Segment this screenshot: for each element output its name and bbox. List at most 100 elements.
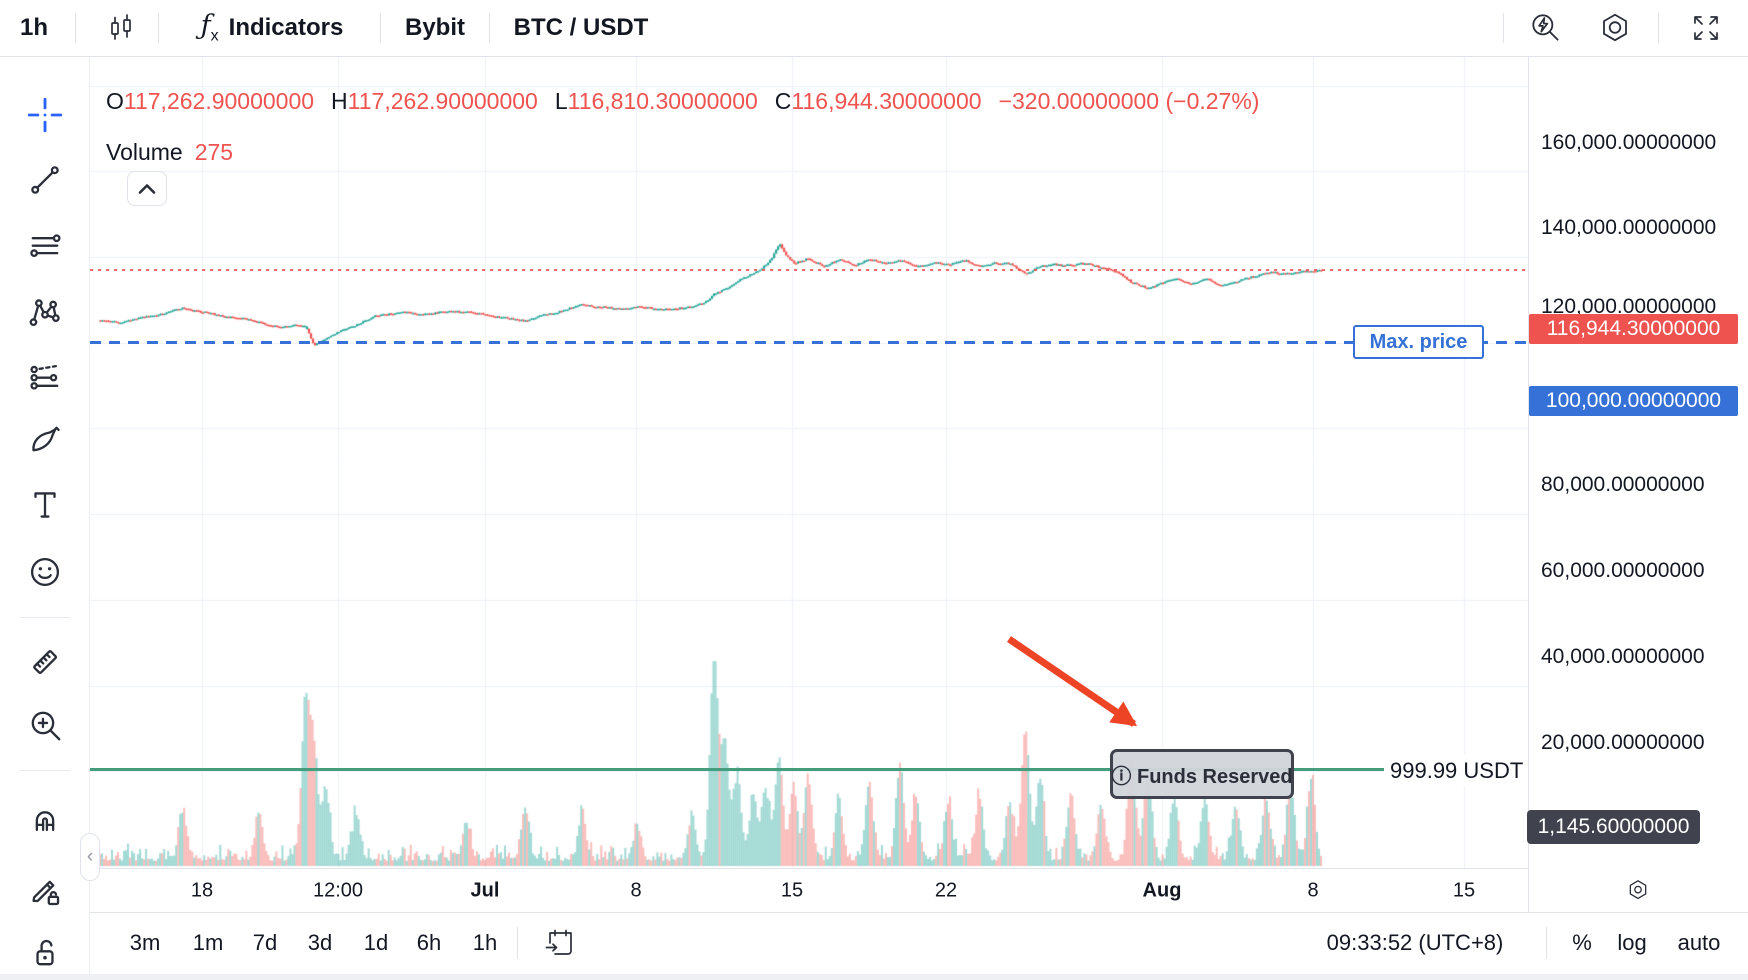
trend-line-tool-button[interactable]	[23, 158, 67, 202]
range-button-1d[interactable]: 1d	[363, 930, 389, 955]
toolbar-divider	[380, 13, 381, 43]
drawing-edit-lock-button[interactable]	[23, 868, 67, 912]
trend-line-icon	[30, 166, 59, 194]
funds-reserved-amount: 999.99 USDT	[1384, 755, 1530, 787]
time-axis[interactable]: 18 12:00 Jul 8 15 22 Aug 8 15	[90, 868, 1528, 912]
fullscreen-icon	[1689, 11, 1723, 45]
funds-reserved-line[interactable]	[90, 768, 1524, 771]
percent-scale-button[interactable]: %	[1572, 930, 1592, 955]
clock-button[interactable]: 09:33:52 (UTC+8)	[1326, 930, 1504, 955]
last-price-line	[90, 269, 1528, 271]
funds-reserved-tag: 1,145.60000000	[1527, 810, 1700, 844]
volume-label: Volume	[106, 139, 183, 165]
indicators-button[interactable]: ƒx Indicators	[191, 0, 354, 56]
symbol-button[interactable]: BTC / USDT	[504, 0, 659, 56]
time-tick: 15	[780, 879, 804, 901]
magnet-icon	[35, 811, 54, 832]
symbol-label: BTC / USDT	[513, 14, 649, 41]
max-price-tag: 100,000.00000000	[1529, 386, 1738, 416]
drawing-toolbar	[0, 57, 90, 980]
max-price-label[interactable]: Max. price	[1353, 325, 1484, 359]
brush-tool-button[interactable]	[23, 418, 67, 462]
collapse-chevron-icon: ‹	[86, 846, 94, 867]
horizontal-line-tool-button[interactable]	[23, 223, 67, 267]
price-tick: 80,000.00000000	[1541, 473, 1705, 496]
log-scale-button[interactable]: log	[1617, 930, 1647, 955]
chevron-up-icon	[138, 183, 156, 194]
price-tick: 140,000.00000000	[1541, 216, 1717, 239]
text-tool-button[interactable]	[23, 483, 67, 527]
pencil-lock-icon	[31, 880, 59, 906]
price-chart-canvas[interactable]	[90, 57, 1528, 868]
fx-icon: ƒx	[200, 10, 219, 45]
time-tick: Aug	[1142, 879, 1182, 901]
candles-icon	[104, 11, 138, 45]
measure-tool-button[interactable]	[23, 640, 67, 684]
open-value: 117,262.90000000	[123, 88, 315, 114]
interval-button[interactable]: 1h	[10, 0, 58, 56]
max-price-line[interactable]	[90, 341, 1528, 344]
sidebar-divider	[20, 617, 70, 618]
close-label: C	[774, 88, 792, 114]
price-tick: 120,000.00000000	[1541, 295, 1717, 318]
change-value: −320.00000000 (−0.27%)	[998, 88, 1260, 114]
projection-icon	[29, 364, 58, 390]
low-value: 116,810.30000000	[567, 88, 758, 114]
toolbar-divider	[1546, 927, 1547, 959]
auto-scale-button[interactable]: auto	[1677, 930, 1721, 955]
close-value: 116,944.30000000	[791, 88, 982, 114]
emoji-tool-button[interactable]	[23, 550, 67, 594]
crosshair-tool-button[interactable]	[23, 93, 67, 137]
toolbar-divider	[1658, 13, 1659, 43]
go-to-date-button[interactable]	[535, 913, 585, 973]
window-bottom-edge	[0, 974, 1748, 980]
sidebar-divider	[20, 770, 70, 771]
axis-settings-button[interactable]	[1624, 876, 1652, 904]
calendar-arrow-icon	[543, 929, 572, 955]
lock-all-drawings-button[interactable]	[23, 930, 67, 974]
magnet-tool-button[interactable]	[23, 793, 67, 837]
sidebar-collapse-handle[interactable]: ‹	[80, 833, 100, 881]
fullscreen-button[interactable]	[1679, 0, 1733, 56]
projection-tool-button[interactable]	[23, 355, 67, 399]
range-button-3m[interactable]: 3m	[129, 930, 161, 955]
toolbar-divider	[489, 13, 490, 43]
bottom-toolbar: 3m 1m 7d 3d 1d 6h 1h 09:33:52 (UTC+8) % …	[90, 912, 1748, 974]
gear-hexagon-icon	[1629, 880, 1647, 900]
time-tick: 8	[630, 879, 642, 901]
pattern-tool-button[interactable]	[23, 290, 67, 334]
indicators-label: Indicators	[228, 14, 344, 41]
price-axis[interactable]: 160,000.00000000 140,000.00000000 120,00…	[1527, 57, 1748, 912]
low-label: L	[554, 88, 568, 114]
interval-label: 1h	[19, 14, 49, 41]
quick-search-button[interactable]	[1518, 0, 1574, 56]
crosshair-icon	[27, 97, 62, 133]
chart-style-button[interactable]	[94, 0, 148, 56]
range-button-1h[interactable]: 1h	[472, 930, 498, 955]
time-tick: Jul	[470, 879, 500, 901]
top-toolbar: 1h ƒx Indicators Bybit BTC / USDT	[0, 0, 1748, 57]
settings-button[interactable]	[1587, 0, 1643, 56]
range-button-7d[interactable]: 7d	[252, 930, 278, 955]
broker-label: Bybit	[405, 14, 465, 41]
toolbar-divider	[1503, 13, 1504, 43]
legend-collapse-button[interactable]	[127, 171, 167, 206]
funds-reserved-tooltip: ⓘ Funds Reserved	[1110, 749, 1294, 799]
gear-hexagon-icon	[1597, 10, 1633, 46]
price-tick: 20,000.00000000	[1541, 731, 1705, 754]
range-button-1m[interactable]: 1m	[192, 930, 224, 955]
ohlc-legend: O117,262.90000000 H117,262.90000000 L116…	[106, 88, 1276, 115]
range-button-6h[interactable]: 6h	[416, 930, 442, 955]
high-value: 117,262.90000000	[347, 88, 538, 114]
time-tick: 12:00	[312, 879, 364, 901]
zoom-in-tool-button[interactable]	[23, 703, 67, 747]
time-tick: 18	[190, 879, 214, 901]
xabcd-pattern-icon	[29, 299, 60, 327]
range-button-3d[interactable]: 3d	[307, 930, 333, 955]
high-label: H	[331, 88, 348, 114]
zoom-in-icon	[31, 711, 60, 741]
open-label: O	[106, 88, 124, 114]
toolbar-divider	[75, 13, 76, 43]
broker-button[interactable]: Bybit	[395, 0, 475, 56]
volume-value: 275	[194, 139, 234, 165]
